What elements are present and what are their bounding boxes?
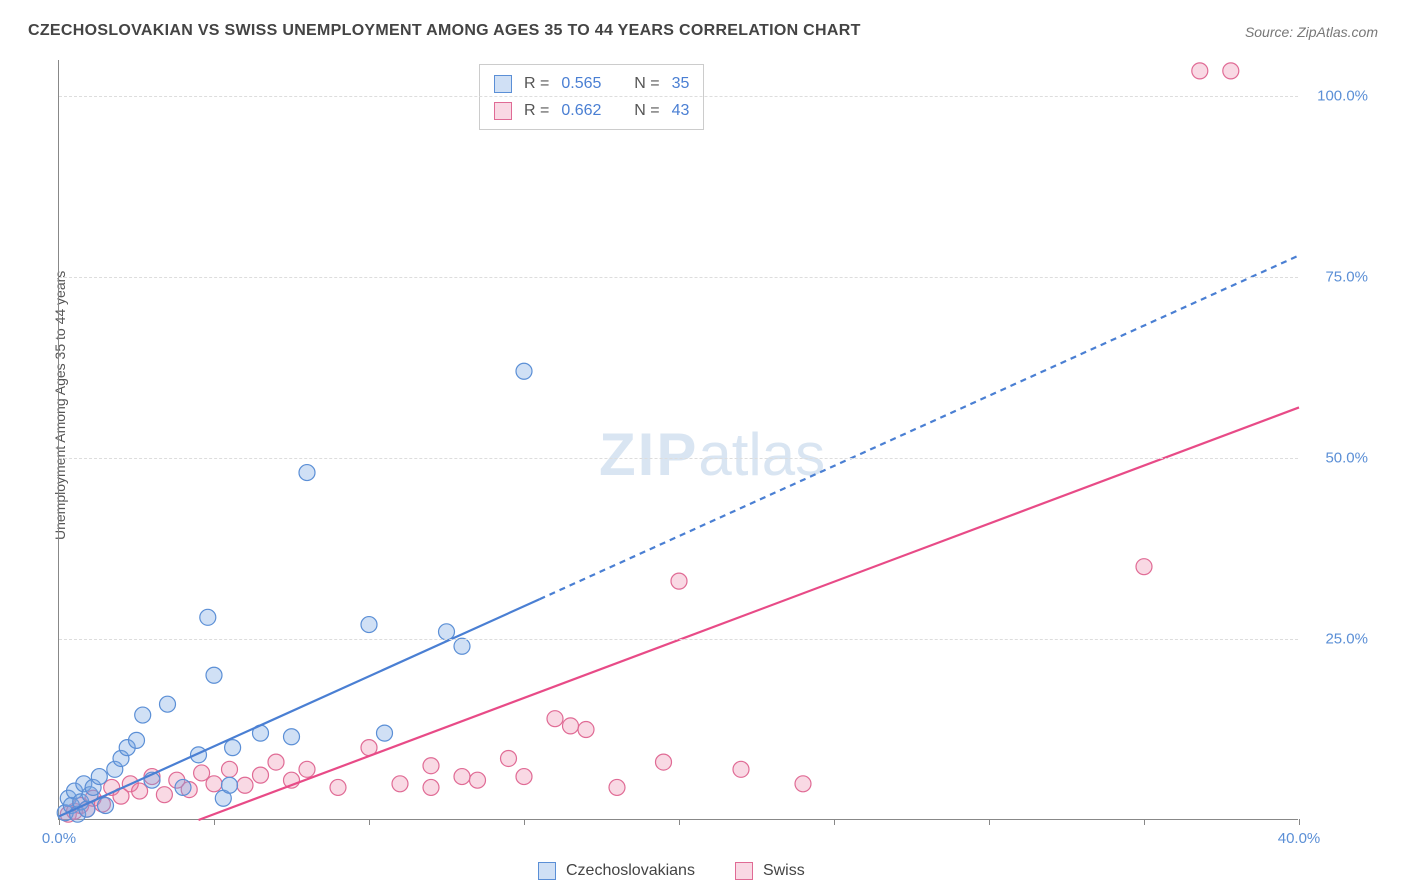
data-point-czech	[516, 363, 532, 379]
gridline	[59, 277, 1298, 278]
data-point-swiss	[1192, 63, 1208, 79]
data-point-swiss	[454, 769, 470, 785]
gridline	[59, 458, 1298, 459]
y-tick-label: 25.0%	[1325, 631, 1368, 648]
data-point-czech	[175, 779, 191, 795]
data-point-swiss	[253, 767, 269, 783]
data-point-swiss	[656, 754, 672, 770]
data-point-swiss	[1136, 559, 1152, 575]
gridline	[59, 639, 1298, 640]
data-point-swiss	[156, 787, 172, 803]
data-point-czech	[91, 769, 107, 785]
plot-area: ZIPatlas R = 0.565 N = 35 R = 0.662 N = …	[58, 60, 1298, 820]
trendline-czech-dashed	[540, 255, 1300, 599]
swatch-czech-icon	[538, 862, 556, 880]
x-tick	[369, 819, 370, 825]
data-point-czech	[439, 624, 455, 640]
data-point-swiss	[501, 750, 517, 766]
legend-item-czech: Czechoslovakians	[538, 862, 695, 880]
legend-label-czech: Czechoslovakians	[566, 862, 695, 880]
x-tick	[214, 819, 215, 825]
y-tick-label: 100.0%	[1317, 88, 1368, 105]
data-point-swiss	[470, 772, 486, 788]
gridline	[59, 96, 1298, 97]
data-point-swiss	[222, 761, 238, 777]
x-tick	[524, 819, 525, 825]
data-point-czech	[160, 696, 176, 712]
x-tick	[834, 819, 835, 825]
data-point-swiss	[547, 711, 563, 727]
data-point-swiss	[237, 777, 253, 793]
data-point-czech	[299, 465, 315, 481]
plot-svg	[59, 60, 1299, 820]
data-point-czech	[222, 777, 238, 793]
source-link[interactable]: ZipAtlas.com	[1297, 24, 1378, 40]
data-point-swiss	[671, 573, 687, 589]
data-point-swiss	[423, 779, 439, 795]
x-tick	[989, 819, 990, 825]
data-point-swiss	[609, 779, 625, 795]
data-point-czech	[284, 729, 300, 745]
data-point-swiss	[392, 776, 408, 792]
data-point-czech	[200, 609, 216, 625]
data-point-czech	[377, 725, 393, 741]
data-point-swiss	[268, 754, 284, 770]
chart-container: Unemployment Among Ages 35 to 44 years Z…	[58, 60, 1378, 850]
data-point-czech	[129, 732, 145, 748]
y-tick-label: 75.0%	[1325, 269, 1368, 286]
source-prefix: Source:	[1245, 24, 1297, 40]
data-point-swiss	[1223, 63, 1239, 79]
x-tick-label: 40.0%	[1278, 830, 1321, 847]
x-tick	[679, 819, 680, 825]
data-point-swiss	[516, 769, 532, 785]
data-point-czech	[454, 638, 470, 654]
trendline-swiss	[199, 407, 1300, 820]
x-tick-label: 0.0%	[42, 830, 76, 847]
y-tick-label: 50.0%	[1325, 450, 1368, 467]
legend-label-swiss: Swiss	[763, 862, 805, 880]
series-legend: Czechoslovakians Swiss	[538, 862, 805, 880]
x-tick	[1299, 819, 1300, 825]
data-point-czech	[225, 740, 241, 756]
data-point-swiss	[206, 776, 222, 792]
data-point-swiss	[563, 718, 579, 734]
x-tick	[1144, 819, 1145, 825]
data-point-swiss	[578, 722, 594, 738]
data-point-swiss	[733, 761, 749, 777]
data-point-czech	[135, 707, 151, 723]
data-point-czech	[206, 667, 222, 683]
swatch-swiss-icon	[735, 862, 753, 880]
data-point-swiss	[795, 776, 811, 792]
data-point-czech	[361, 617, 377, 633]
chart-title: CZECHOSLOVAKIAN VS SWISS UNEMPLOYMENT AM…	[28, 22, 861, 40]
data-point-czech	[98, 798, 114, 814]
source-attribution: Source: ZipAtlas.com	[1245, 24, 1378, 40]
legend-item-swiss: Swiss	[735, 862, 805, 880]
data-point-swiss	[423, 758, 439, 774]
x-tick	[59, 819, 60, 825]
data-point-swiss	[330, 779, 346, 795]
data-point-swiss	[299, 761, 315, 777]
